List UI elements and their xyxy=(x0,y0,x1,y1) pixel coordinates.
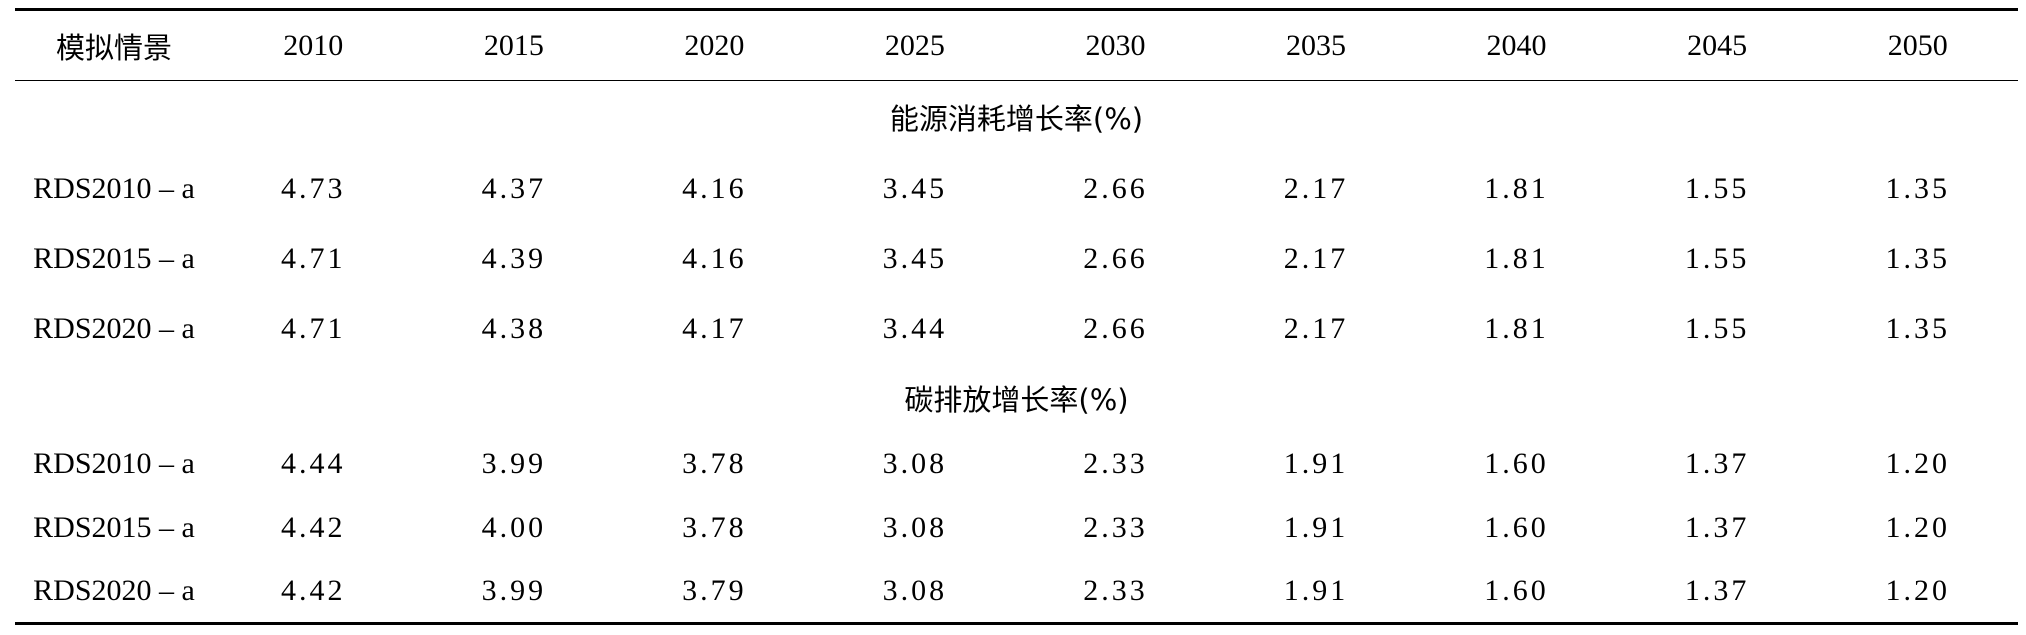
value-cell: 2.66 xyxy=(1083,311,1148,345)
section-header-row: 碳排放增长率(%) xyxy=(15,364,2018,432)
value-cell: 2.66 xyxy=(1083,171,1148,205)
table-header-row: 模拟情景 2010 2015 2020 2025 2030 2035 2040 2045 205… xyxy=(15,9,2018,81)
value-cell: 1.37 xyxy=(1684,573,1750,607)
value-cell: 4.71 xyxy=(281,311,346,345)
value-cell: 3.45 xyxy=(882,171,948,205)
value-cell: 2.33 xyxy=(1083,573,1148,607)
table-row: RDS2010 – a 4.44 3.99 3.78 3.08 2.33 1.91 1.60 1… xyxy=(15,432,2018,496)
value-cell: 3.78 xyxy=(682,510,747,544)
value-cell: 3.99 xyxy=(481,446,547,480)
table-row: RDS2015 – a 4.42 4.00 3.78 3.08 2.33 1.91 1.60 1… xyxy=(15,496,2018,560)
value-cell: 3.78 xyxy=(682,446,747,480)
scenario-cell: RDS2020 – a xyxy=(33,573,195,607)
scenario-cell: RDS2010 – a xyxy=(33,171,195,205)
year-column-header: 2025 xyxy=(884,28,945,62)
value-cell: 1.20 xyxy=(1885,510,1950,544)
table-row: RDS2020 – a 4.71 4.38 4.17 3.44 2.66 2.17 1.81 1… xyxy=(15,294,2018,364)
value-cell: 4.42 xyxy=(281,573,346,607)
value-cell: 4.16 xyxy=(682,171,747,205)
value-cell: 1.37 xyxy=(1684,510,1750,544)
value-cell: 1.55 xyxy=(1684,241,1750,275)
value-cell: 3.08 xyxy=(882,573,948,607)
value-cell: 2.33 xyxy=(1083,446,1148,480)
value-cell: 1.81 xyxy=(1484,171,1549,205)
value-cell: 1.35 xyxy=(1885,311,1950,345)
year-column-header: 2045 xyxy=(1687,28,1748,62)
value-cell: 1.20 xyxy=(1885,446,1950,480)
value-cell: 4.44 xyxy=(281,446,346,480)
value-cell: 2.66 xyxy=(1083,241,1148,275)
value-cell: 1.35 xyxy=(1885,241,1950,275)
table-row: RDS2010 – a 4.73 4.37 4.16 3.45 2.66 2.17 1.81 1… xyxy=(15,154,2018,224)
year-column-header: 2035 xyxy=(1286,28,1346,62)
year-column-header: 2010 xyxy=(283,28,344,62)
value-cell: 3.99 xyxy=(481,573,547,607)
value-cell: 4.38 xyxy=(481,311,547,345)
value-cell: 4.16 xyxy=(682,241,747,275)
value-cell: 4.37 xyxy=(481,171,547,205)
value-cell: 1.35 xyxy=(1885,171,1950,205)
year-column-header: 2030 xyxy=(1085,28,1146,62)
scenario-cell: RDS2020 – a xyxy=(33,311,195,345)
value-cell: 3.44 xyxy=(882,311,948,345)
scenario-cell: RDS2015 – a xyxy=(33,241,195,275)
value-cell: 1.60 xyxy=(1484,510,1549,544)
value-cell: 1.20 xyxy=(1885,573,1950,607)
results-table: 模拟情景 2010 2015 2020 2025 2030 2035 2040 2045 205… xyxy=(15,8,2018,625)
table-row: RDS2015 – a 4.71 4.39 4.16 3.45 2.66 2.17 1.81 1… xyxy=(15,224,2018,294)
value-cell: 3.45 xyxy=(882,241,948,275)
value-cell: 4.71 xyxy=(281,241,346,275)
value-cell: 4.39 xyxy=(481,241,547,275)
value-cell: 1.81 xyxy=(1484,311,1549,345)
value-cell: 1.91 xyxy=(1283,573,1349,607)
value-cell: 4.73 xyxy=(281,171,346,205)
value-cell: 4.42 xyxy=(281,510,346,544)
value-cell: 3.08 xyxy=(882,446,948,480)
value-cell: 4.00 xyxy=(481,510,547,544)
table-body: 能源消耗增长率(%) RDS2010 – a 4.73 4.37 4.16 3.45 2.6… xyxy=(15,81,2018,624)
value-cell: 3.08 xyxy=(882,510,948,544)
value-cell: 1.81 xyxy=(1484,241,1549,275)
value-cell: 1.60 xyxy=(1484,573,1549,607)
year-column-header: 2015 xyxy=(483,28,544,62)
value-cell: 4.17 xyxy=(682,311,747,345)
year-column-header: 2040 xyxy=(1486,28,1547,62)
section-header-row: 能源消耗增长率(%) xyxy=(15,81,2018,154)
section-title: 能源消耗增长率(%) xyxy=(889,102,1144,137)
value-cell: 2.17 xyxy=(1283,311,1349,345)
scenario-column-header: 模拟情景 xyxy=(55,30,172,65)
value-cell: 1.55 xyxy=(1684,171,1750,205)
value-cell: 1.37 xyxy=(1684,446,1750,480)
section-title: 碳排放增长率(%) xyxy=(904,382,1129,417)
year-column-header: 2050 xyxy=(1887,28,1948,62)
value-cell: 1.91 xyxy=(1283,510,1349,544)
value-cell: 2.17 xyxy=(1283,241,1349,275)
scenario-cell: RDS2015 – a xyxy=(33,510,195,544)
value-cell: 2.33 xyxy=(1083,510,1148,544)
table-row: RDS2020 – a 4.42 3.99 3.79 3.08 2.33 1.91 1.60 1… xyxy=(15,560,2018,624)
value-cell: 1.60 xyxy=(1484,446,1549,480)
value-cell: 1.55 xyxy=(1684,311,1750,345)
scenario-cell: RDS2010 – a xyxy=(33,446,195,480)
value-cell: 3.79 xyxy=(682,573,747,607)
value-cell: 2.17 xyxy=(1283,171,1349,205)
value-cell: 1.91 xyxy=(1283,446,1349,480)
year-column-header: 2020 xyxy=(684,28,745,62)
